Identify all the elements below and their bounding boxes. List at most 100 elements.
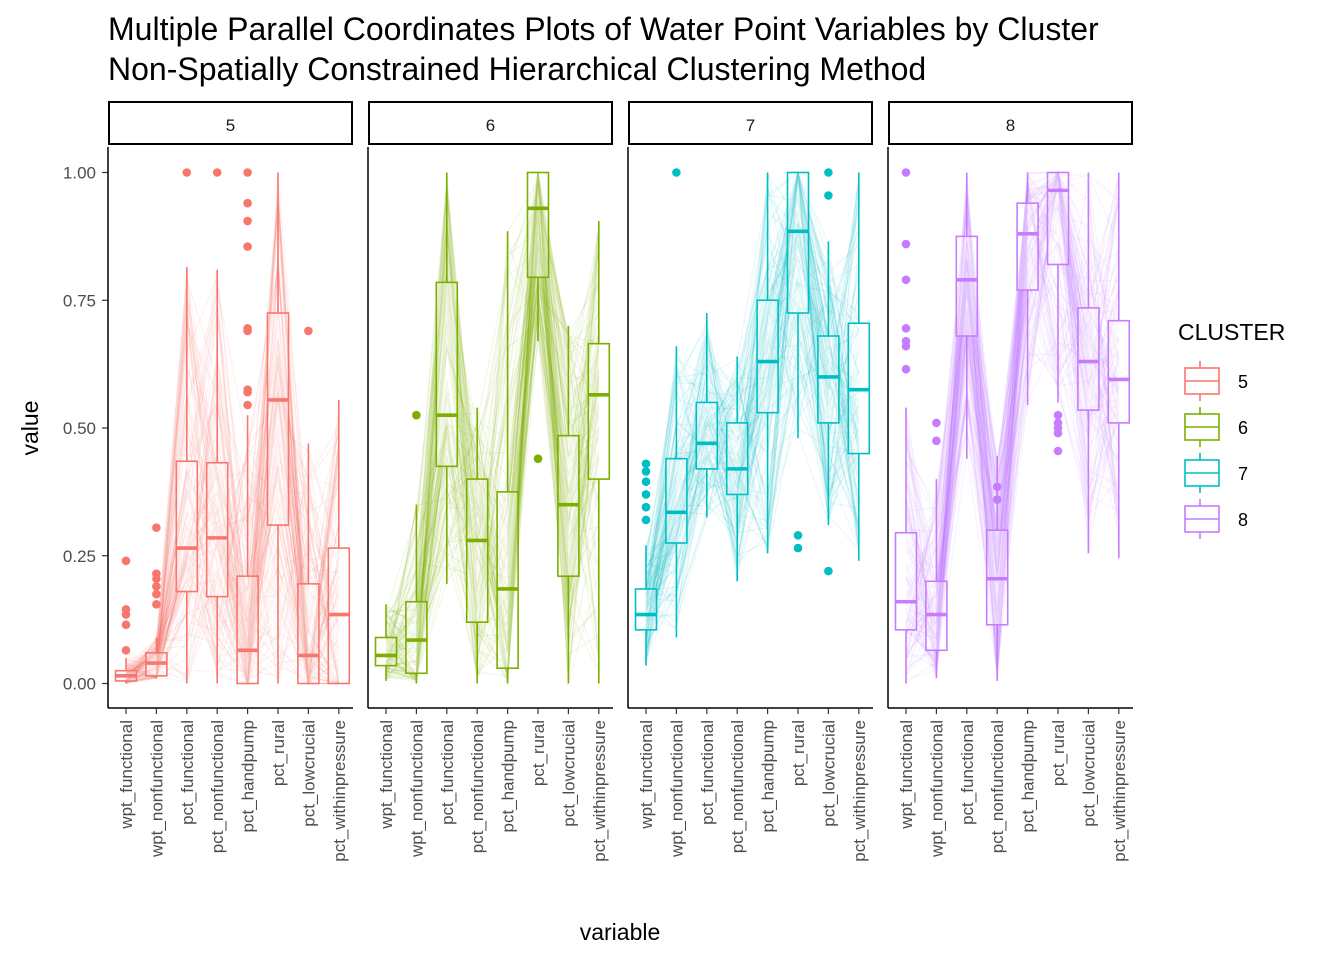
- parallel-line: [645, 172, 860, 564]
- parallel-line: [125, 561, 340, 684]
- outlier-point: [901, 364, 911, 374]
- parallel-line: [385, 300, 600, 659]
- parallel-line: [645, 257, 860, 652]
- x-tick-label: pct_handpump: [499, 720, 518, 832]
- parallel-line: [385, 261, 600, 676]
- parallel-line: [125, 392, 339, 685]
- parallel-line: [905, 171, 1120, 675]
- box: [587, 342, 611, 480]
- parallel-line: [905, 243, 1120, 607]
- parallel-line: [125, 466, 340, 685]
- parallel-line: [645, 223, 860, 612]
- box: [894, 531, 918, 631]
- outlier-point: [243, 168, 252, 177]
- parallel-line: [125, 208, 340, 684]
- outlier-point: [412, 410, 421, 420]
- parallel-line: [645, 245, 860, 618]
- legend-label: 6: [1238, 418, 1248, 438]
- parallel-line: [905, 217, 1120, 627]
- x-tick-label: pct_functional: [178, 720, 197, 825]
- parallel-line: [645, 243, 860, 630]
- boxplot-pct_lowcrucial: pct_lowcrucial: [297, 326, 320, 827]
- panel-6: 6 wpt_functional wpt_nonfunctional pct_func…: [367, 101, 613, 862]
- parallel-line: [905, 175, 1120, 676]
- parallel-line: [385, 172, 600, 680]
- parallel-line: [905, 252, 1120, 643]
- parallel-line: [385, 267, 600, 625]
- parallel-line: [125, 306, 340, 684]
- parallel-line: [905, 287, 1120, 660]
- parallel-line: [645, 172, 860, 597]
- parallel-line: [645, 233, 860, 577]
- parallel-line: [645, 219, 860, 597]
- parallel-line: [645, 235, 860, 637]
- parallel-line: [645, 259, 860, 597]
- outlier-point: [1053, 428, 1063, 438]
- parallel-line: [905, 204, 1120, 673]
- x-tick-label: pct_nonfunctional: [988, 720, 1007, 853]
- parallel-line: [125, 495, 340, 683]
- parallel-line: [385, 176, 600, 671]
- boxplot-pct_withinpressure: pct_withinpressure: [587, 221, 611, 862]
- parallel-line: [905, 182, 1120, 669]
- parallel-line: [645, 172, 860, 576]
- parallel-line: [385, 172, 600, 684]
- parallel-line: [125, 276, 340, 685]
- outlier-point: [641, 490, 651, 499]
- boxplot-wpt_functional: wpt_functional: [114, 556, 138, 830]
- parallel-line: [385, 211, 600, 673]
- parallel-line: [385, 186, 600, 652]
- parallel-line: [125, 256, 340, 680]
- parallel-line: [905, 172, 1120, 658]
- parallel-line: [125, 304, 340, 684]
- parallel-line: [125, 366, 339, 685]
- parallel-line: [905, 171, 1120, 637]
- parallel-line: [385, 265, 600, 672]
- parallel-line: [125, 275, 340, 685]
- parallel-line: [125, 410, 340, 678]
- parallel-line: [385, 172, 600, 659]
- parallel-line: [125, 268, 340, 684]
- x-tick-label: pct_nonfunctional: [208, 720, 227, 853]
- parallel-line: [645, 280, 860, 621]
- parallel-line: [645, 172, 860, 649]
- parallel-line: [645, 172, 860, 625]
- parallel-line: [125, 269, 340, 684]
- parallel-line: [125, 299, 340, 684]
- parallel-line: [905, 182, 1120, 636]
- parallel-line: [905, 246, 1120, 611]
- parallel-line: [905, 186, 1120, 600]
- parallel-line: [125, 466, 340, 684]
- parallel-line: [125, 451, 340, 685]
- parallel-line: [645, 174, 860, 663]
- parallel-line: [905, 186, 1120, 668]
- outlier-point: [824, 168, 833, 177]
- parallel-line: [125, 385, 340, 684]
- parallel-line: [905, 207, 1120, 626]
- boxplot-pct_lowcrucial: pct_lowcrucial: [817, 168, 840, 827]
- parallel-line: [385, 243, 600, 668]
- parallel-line: [385, 253, 599, 657]
- parallel-line: [385, 269, 600, 676]
- parallel-line: [905, 201, 1120, 675]
- parallel-line: [125, 345, 340, 684]
- x-tick-label: pct_rural: [789, 720, 808, 786]
- x-tick-label: wpt_nonfunctional: [147, 720, 166, 858]
- parallel-line: [385, 189, 600, 641]
- outlier-point: [121, 645, 131, 655]
- parallel-line: [385, 184, 600, 677]
- parallel-line: [645, 267, 860, 563]
- parallel-line: [905, 215, 1120, 673]
- parallel-line: [385, 172, 600, 681]
- parallel-line: [905, 173, 1120, 668]
- parallel-line: [905, 235, 1120, 679]
- parallel-line: [905, 245, 1120, 677]
- panel-strip: [368, 101, 613, 145]
- parallel-line: [125, 397, 340, 684]
- parallel-line: [645, 172, 860, 552]
- parallel-line: [385, 237, 600, 678]
- parallel-line: [905, 170, 1120, 638]
- parallel-line: [905, 255, 1120, 604]
- parallel-line: [125, 182, 340, 686]
- panel-strip-label: 8: [1006, 116, 1015, 135]
